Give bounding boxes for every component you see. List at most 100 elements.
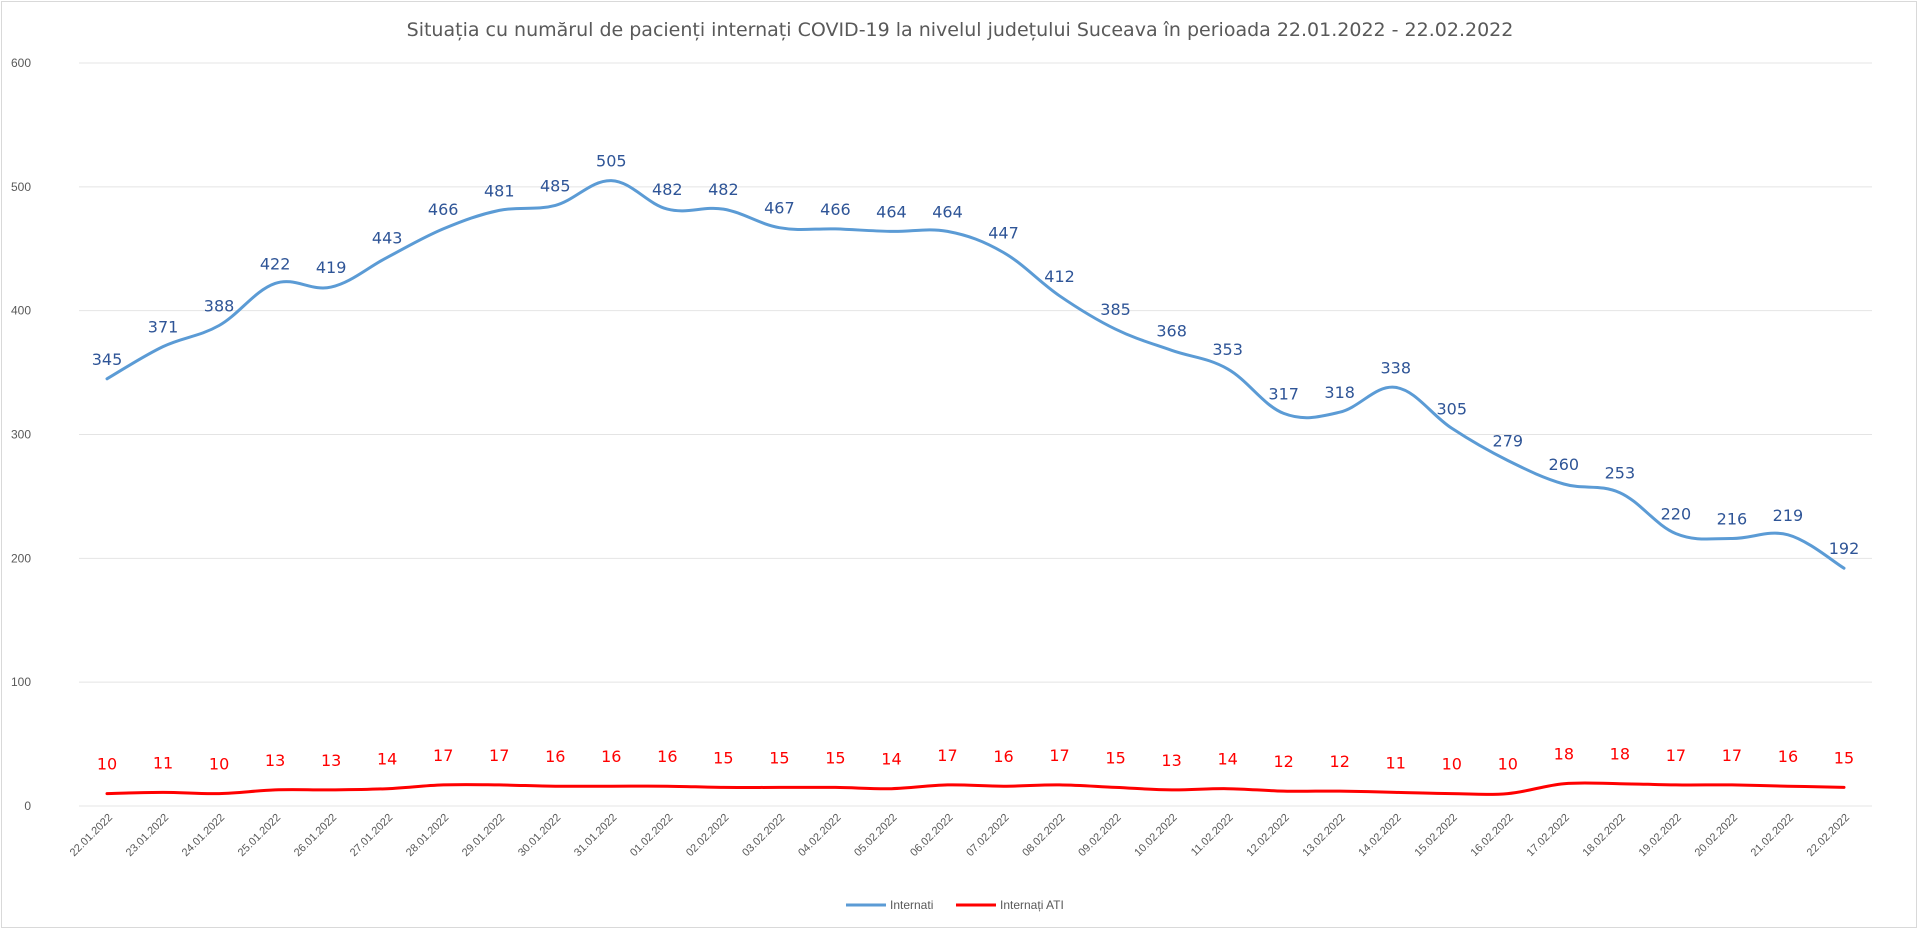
data-label-internati-ati: 11 [1386,753,1406,772]
x-tick-label: 10.02.2022 [1132,812,1179,859]
x-tick-label: 15.02.2022 [1412,812,1459,859]
data-label-internati: 338 [1380,358,1411,377]
x-tick-label: 30.01.2022 [516,812,563,859]
data-label-internati-ati: 17 [489,746,509,765]
data-label-internati-ati: 11 [153,753,173,772]
data-label-internati-ati: 18 [1610,745,1630,764]
data-label-internati-ati: 17 [1666,746,1686,765]
data-label-internati-ati: 15 [769,748,789,767]
data-label-internati: 464 [876,202,907,221]
data-label-internati-ati: 15 [1834,748,1854,767]
x-tick-label: 05.02.2022 [852,812,899,859]
x-tick-label: 06.02.2022 [908,812,955,859]
data-label-internati: 482 [708,180,739,199]
x-tick-label: 25.01.2022 [236,812,283,859]
data-label-internati-ati: 16 [601,747,621,766]
data-label-internati: 466 [428,200,459,219]
x-tick-label: 26.01.2022 [292,812,339,859]
data-label-internati-ati: 17 [1049,746,1069,765]
data-label-internati: 353 [1212,340,1243,359]
y-tick-label: 100 [11,675,31,689]
data-label-internati-ati: 10 [1498,755,1518,774]
x-tick-label: 23.01.2022 [124,812,171,859]
y-tick-label: 200 [11,551,31,565]
y-tick-label: 500 [11,180,31,194]
data-label-internati: 443 [372,228,403,247]
data-label-internati-ati: 16 [1778,747,1798,766]
data-label-internati-ati: 14 [881,750,901,769]
chart-title: Situația cu numărul de pacienți internaț… [407,19,1514,41]
x-tick-label: 01.02.2022 [628,812,675,859]
series-line-internati [105,179,1846,570]
data-label-internati: 447 [988,223,1019,242]
data-label-internati: 260 [1549,455,1580,474]
x-tick-label: 03.02.2022 [740,812,787,859]
x-tick-label: 18.02.2022 [1581,812,1628,859]
data-label-internati: 422 [260,254,291,273]
data-label-internati-ati: 14 [377,750,397,769]
data-label-internati: 481 [484,181,515,200]
y-tick-label: 300 [11,428,31,442]
data-label-internati: 419 [316,258,347,277]
data-label-internati: 216 [1717,510,1748,529]
data-label-internati: 467 [764,199,795,218]
x-tick-label: 24.01.2022 [180,812,227,859]
data-label-internati: 220 [1661,505,1692,524]
data-label-internati: 253 [1605,464,1636,483]
data-label-internati: 464 [932,202,963,221]
data-label-internati: 505 [596,152,627,171]
data-label-internati-ati: 16 [545,747,565,766]
data-label-internati: 192 [1829,539,1860,558]
data-label-internati: 385 [1100,300,1131,319]
legend-label-internati-ati: Internați ATI [1000,898,1064,912]
x-tick-label: 22.02.2022 [1805,812,1852,859]
data-label-internati: 317 [1268,384,1299,403]
x-tick-label: 16.02.2022 [1468,812,1515,859]
legend: Internati Internați ATI [846,898,1064,912]
data-label-internati-ati: 15 [1105,748,1125,767]
data-label-internati-ati: 17 [1722,746,1742,765]
x-tick-label: 09.02.2022 [1076,812,1123,859]
data-label-internati: 305 [1436,399,1467,418]
x-tick-label: 13.02.2022 [1300,812,1347,859]
data-label-internati-ati: 15 [825,748,845,767]
data-label-internati-ati: 10 [97,755,117,774]
data-label-internati: 371 [148,318,179,337]
x-tick-label: 04.02.2022 [796,812,843,859]
data-label-internati-ati: 15 [713,748,733,767]
data-label-internati-ati: 13 [265,751,285,770]
data-labels: 345 371 388 422 419 443 466 481 485 505 482 482 467 4… [92,152,1860,774]
data-label-internati-ati: 18 [1554,745,1574,764]
series-lines [105,179,1846,796]
data-label-internati-ati: 10 [209,755,229,774]
data-label-internati: 219 [1773,506,1804,525]
data-label-internati-ati: 16 [657,747,677,766]
data-label-internati: 318 [1324,383,1355,402]
data-label-internati-ati: 17 [937,746,957,765]
series-line-internati-ati [105,781,1846,796]
x-tick-label: 19.02.2022 [1637,812,1684,859]
data-label-internati: 466 [820,200,851,219]
x-tick-label: 21.02.2022 [1749,812,1796,859]
data-label-internati-ati: 14 [1217,750,1237,769]
y-tick-label: 0 [24,799,31,813]
x-tick-label: 31.01.2022 [572,812,619,859]
y-axis-ticks: 0 100 200 300 400 500 600 [11,56,31,813]
x-tick-label: 08.02.2022 [1020,812,1067,859]
x-tick-label: 29.01.2022 [460,812,507,859]
data-label-internati-ati: 13 [321,751,341,770]
x-tick-label: 28.01.2022 [404,812,451,859]
y-tick-label: 600 [11,56,31,70]
data-label-internati-ati: 13 [1161,751,1181,770]
x-tick-label: 14.02.2022 [1356,812,1403,859]
x-axis-ticks: 22.01.2022 23.01.2022 24.01.2022 25.01.2022… [68,812,1852,859]
data-label-internati: 388 [204,297,235,316]
x-tick-label: 12.02.2022 [1244,812,1291,859]
data-label-internati: 368 [1156,321,1187,340]
data-label-internati-ati: 17 [433,746,453,765]
data-label-internati-ati: 12 [1273,752,1293,771]
data-label-internati: 279 [1493,432,1524,451]
legend-label-internati: Internati [890,898,933,912]
